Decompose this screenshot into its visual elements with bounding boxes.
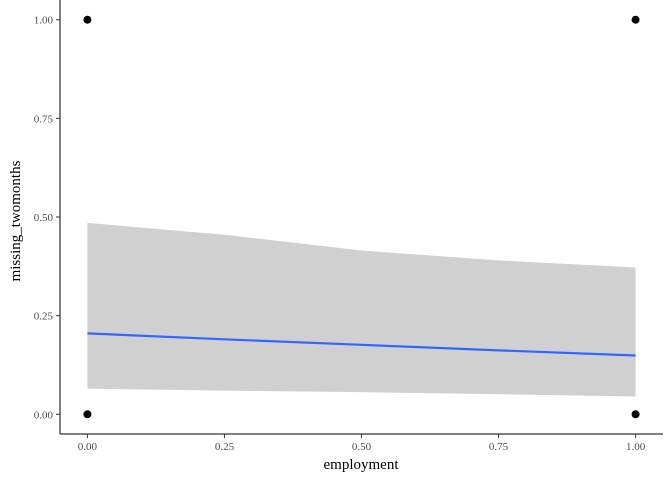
confidence-band	[87, 222, 636, 397]
x-tick-label: 0.00	[78, 441, 98, 453]
x-tick-label: 0.25	[215, 441, 235, 453]
smooth-line-layer	[87, 332, 636, 357]
x-tick-label: 0.75	[489, 441, 509, 453]
y-tick-label: 0.75	[34, 113, 54, 125]
data-point-layer	[83, 15, 640, 419]
y-axis-ticks: 0.00 0.25 0.50 0.75 1.00	[34, 15, 60, 421]
y-tick-label: 0.25	[34, 311, 54, 323]
y-tick-label: 0.00	[34, 409, 54, 421]
data-point	[631, 15, 640, 24]
confidence-band-layer	[87, 222, 636, 397]
x-tick-label: 0.50	[352, 441, 372, 453]
data-point	[83, 15, 92, 24]
data-point	[83, 410, 92, 419]
x-tick-label: 1.00	[626, 441, 646, 453]
y-tick-label: 1.00	[34, 15, 54, 27]
data-point	[631, 410, 640, 419]
y-tick-label: 0.50	[34, 212, 54, 224]
x-axis-title: employment	[324, 457, 400, 473]
smooth-fit-line	[87, 332, 636, 357]
x-axis-ticks: 0.00 0.25 0.50 0.75 1.00	[78, 434, 646, 453]
y-axis-title: missing_twomonths	[8, 160, 24, 281]
